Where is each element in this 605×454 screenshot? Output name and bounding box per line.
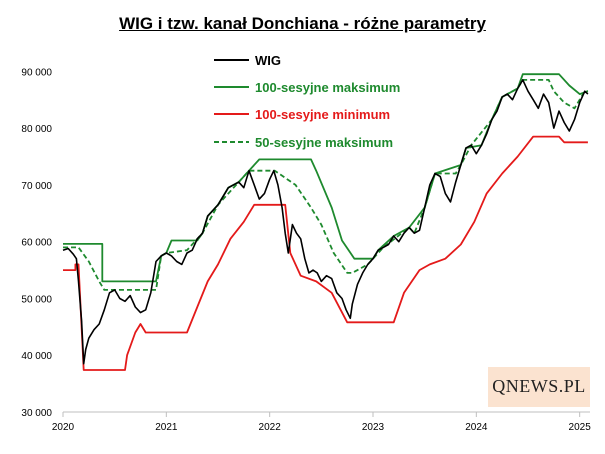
x-tick-label: 2024 [465,422,488,433]
legend: WIG 100-sesyjne maksimum 100-sesyjne minim… [214,53,400,150]
y-tick-label: 30 000 [21,408,52,419]
y-tick-label: 90 000 [21,67,52,78]
series-layer [62,73,589,371]
y-axis-ticks: 30 000 40 000 50 000 60 000 70 000 80 000 90 0… [21,67,52,419]
x-tick-label: 2025 [569,422,592,433]
y-tick-label: 60 000 [21,238,52,249]
y-tick-label: 80 000 [21,124,52,135]
x-axis-ticks: 2020 2021 2022 2023 2024 2025 [52,412,591,433]
x-tick-label: 2020 [52,422,75,433]
series-line-wig [62,79,589,365]
y-tick-label: 70 000 [21,181,52,192]
legend-label-100-sesyjne-maksimum: 100-sesyjne maksimum [255,80,400,95]
x-tick-label: 2022 [259,422,282,433]
x-tick-label: 2021 [155,422,178,433]
y-tick-label: 40 000 [21,351,52,362]
legend-label-100-sesyjne-minimum: 100-sesyjne minimum [255,107,390,122]
legend-label-50-sesyjne-maksimum: 50-sesyjne maksimum [255,135,393,150]
qnews-logo: QNEWS.PL [488,367,590,407]
series-line-100-sesyjne-maksimum [63,73,589,283]
logo-text: QNEWS.PL [492,376,586,396]
x-tick-label: 2023 [362,422,385,433]
chart-title: WIG i tzw. kanał Donchiana - różne param… [119,14,486,33]
y-tick-label: 50 000 [21,294,52,305]
legend-label-wig: WIG [255,53,281,68]
series-line-100-sesyjne-minimum [63,135,588,371]
